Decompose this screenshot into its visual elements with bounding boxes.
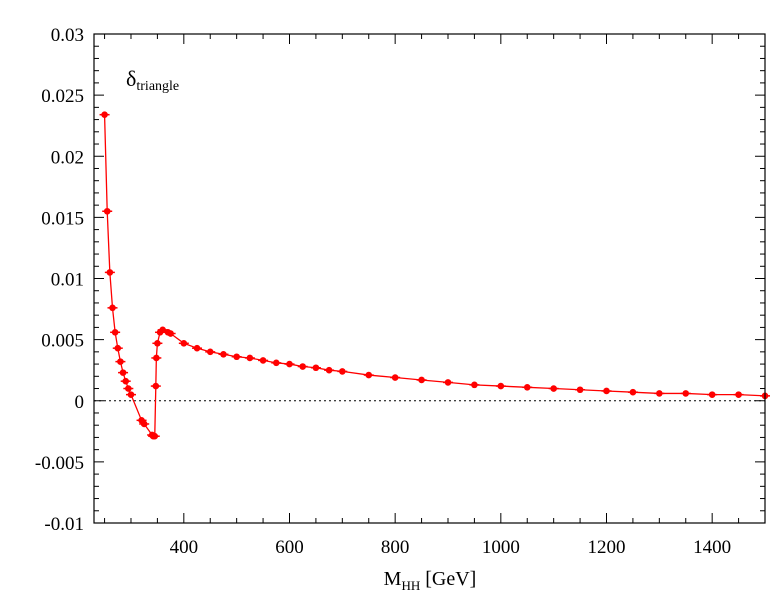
x-tick-label: 800 xyxy=(381,537,410,558)
x-tick-label: 400 xyxy=(170,537,199,558)
x-axis-label: MHH [GeV] xyxy=(384,568,477,593)
y-tick-label: 0.03 xyxy=(51,25,84,46)
y-tick-label: 0.01 xyxy=(51,270,84,291)
series-line xyxy=(103,114,766,437)
x-tick-label: 1000 xyxy=(482,537,520,558)
y-axis: -0.01 -0.005 0 0.005 0.01 0.015 0.02 0.025 0.03 xyxy=(35,25,765,535)
x-tick-label: 1400 xyxy=(693,537,731,558)
x-tick-label: 600 xyxy=(275,537,304,558)
annotation: δtriangle xyxy=(126,66,179,94)
x-tick-label: 1200 xyxy=(587,537,625,558)
y-tick-label: 0.005 xyxy=(41,331,84,352)
series xyxy=(99,111,770,440)
y-tick-label: -0.005 xyxy=(35,453,84,474)
y-tick-label: 0 xyxy=(75,392,85,413)
y-tick-label: 0.015 xyxy=(41,208,84,229)
plot-frame xyxy=(93,33,766,524)
y-tick-label: 0.02 xyxy=(51,147,84,168)
x-axis: 400 600 800 1000 1200 1400 xyxy=(104,34,766,558)
y-tick-label: 0.025 xyxy=(41,86,84,107)
y-tick-label: -0.01 xyxy=(44,514,84,535)
